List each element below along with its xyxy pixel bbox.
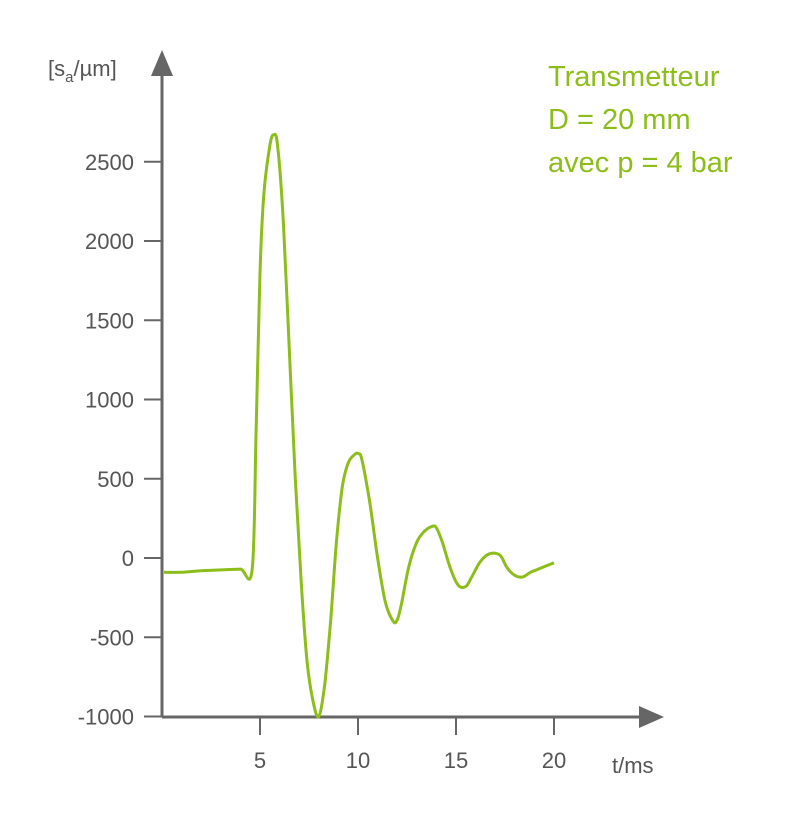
y-tick-label: 1000	[85, 388, 134, 413]
y-tick-label: -1000	[78, 705, 134, 730]
annotation-line-1: Transmetteur	[548, 61, 720, 93]
y-tick-label: -500	[90, 625, 134, 650]
y-tick-label: 500	[97, 467, 134, 492]
y-axis-label: [sa/µm]	[48, 56, 117, 86]
annotation-line-3: avec p = 4 bar	[548, 147, 733, 179]
y-tick-label: 2000	[85, 229, 134, 254]
series-line	[163, 132, 555, 719]
y-tick-label: 1500	[85, 308, 134, 333]
x-tick-label: 20	[542, 748, 566, 773]
x-tick-label: 5	[254, 748, 266, 773]
y-tick-label: 0	[122, 546, 134, 571]
x-tick-label: 10	[346, 748, 370, 773]
annotation: Transmetteur D = 20 mm avec p = 4 bar	[548, 61, 733, 179]
x-axis-label: t/ms	[612, 753, 654, 778]
x-tick-label: 15	[444, 748, 468, 773]
y-axis-ticks: 2500 2000 1500 1000 500 0 -500 -1000	[78, 150, 162, 730]
annotation-line-2: D = 20 mm	[548, 104, 691, 136]
x-axis-arrow-icon	[639, 706, 664, 728]
y-tick-label: 2500	[85, 150, 134, 175]
x-axis-ticks: 5 10 15 20	[254, 717, 566, 773]
y-axis-arrow-icon	[151, 50, 173, 76]
